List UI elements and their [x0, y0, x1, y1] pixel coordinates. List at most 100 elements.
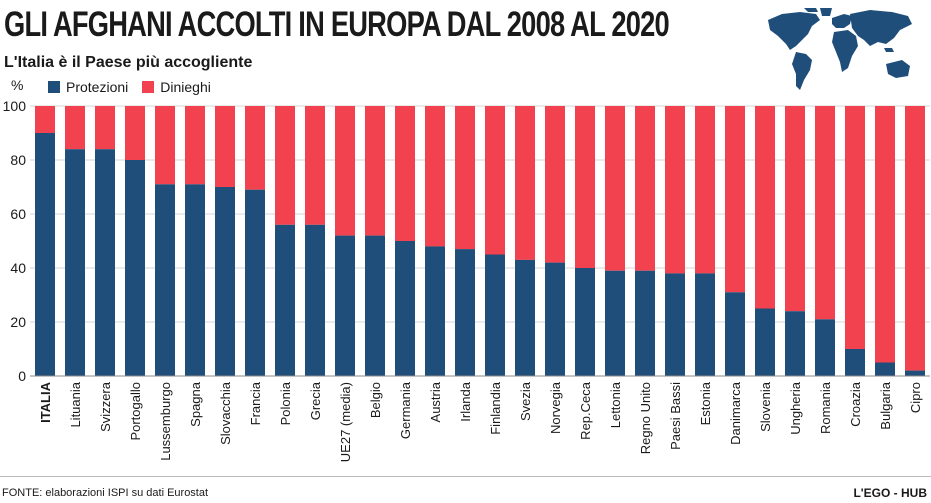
bar-dinieghi	[245, 106, 265, 190]
x-tick-label: ITALIA	[38, 381, 53, 423]
bar-protezioni	[155, 184, 175, 376]
bar-dinieghi	[635, 106, 655, 271]
bar-dinieghi	[485, 106, 505, 255]
bar-dinieghi	[875, 106, 895, 363]
bar-protezioni	[485, 254, 505, 376]
x-tick-label: Danimarca	[728, 381, 743, 445]
x-tick-label: Austria	[428, 381, 443, 422]
bar-dinieghi	[755, 106, 775, 309]
legend-swatch-protezioni	[48, 81, 60, 93]
x-tick-label: Belgio	[368, 382, 383, 418]
bar-protezioni	[575, 268, 595, 376]
bar-dinieghi	[695, 106, 715, 274]
bar-protezioni	[65, 149, 85, 376]
x-tick-label: Regno Unito	[638, 382, 653, 454]
bar-protezioni	[185, 184, 205, 376]
bar-dinieghi	[305, 106, 325, 225]
bar-protezioni	[425, 246, 445, 376]
x-tick-label: Lussemburgo	[158, 382, 173, 461]
source-note: FONTE: elaborazioni ISPI su dati Eurosta…	[2, 487, 209, 499]
bar-protezioni	[515, 259, 535, 376]
bar-protezioni	[545, 262, 565, 376]
legend-label-dinieghi: Dinieghi	[160, 79, 211, 95]
x-tick-label: Slovacchia	[218, 381, 233, 445]
x-tick-label: Ungheria	[788, 381, 803, 435]
y-tick-label: 80	[10, 152, 26, 168]
bar-dinieghi	[35, 106, 55, 133]
x-tick-label: Slovenia	[758, 381, 773, 432]
bar-protezioni	[695, 273, 715, 376]
x-tick-label: Francia	[248, 381, 263, 425]
y-tick-label: 60	[10, 206, 26, 222]
x-tick-label: Bulgaria	[878, 381, 893, 429]
bar-protezioni	[95, 149, 115, 376]
bar-protezioni	[875, 362, 895, 376]
bar-protezioni	[845, 349, 865, 376]
bar-dinieghi	[605, 106, 625, 271]
x-tick-label: UE27 (media)	[338, 382, 353, 462]
bar-protezioni	[245, 189, 265, 376]
bar-dinieghi	[455, 106, 475, 250]
y-tick-label: 0	[18, 368, 26, 384]
page-title: GLI AFGHANI ACCOLTI IN EUROPA DAL 2008 A…	[4, 5, 670, 44]
bar-dinieghi	[905, 106, 925, 371]
footer-divider	[0, 476, 931, 477]
bar-protezioni	[635, 270, 655, 376]
bar-dinieghi	[95, 106, 115, 150]
x-tick-label: Finlandia	[488, 381, 503, 435]
x-tick-label: Lituania	[68, 381, 83, 427]
bar-protezioni	[305, 224, 325, 376]
x-tick-label: Spagna	[188, 381, 203, 427]
bar-dinieghi	[215, 106, 235, 187]
x-tick-label: Estonia	[698, 381, 713, 425]
bar-dinieghi	[815, 106, 835, 320]
x-tick-label: Croazia	[848, 381, 863, 427]
legend-label-protezioni: Protezioni	[66, 79, 129, 95]
bar-protezioni	[665, 273, 685, 376]
bar-protezioni	[215, 187, 235, 376]
x-tick-label: Romania	[818, 381, 833, 434]
bar-protezioni	[455, 249, 475, 376]
x-tick-label: Svezia	[518, 381, 533, 421]
bar-protezioni	[815, 319, 835, 376]
bar-protezioni	[125, 160, 145, 376]
bar-dinieghi	[425, 106, 445, 247]
bar-dinieghi	[665, 106, 685, 274]
x-tick-label: Norvegia	[548, 381, 563, 434]
bar-dinieghi	[335, 106, 355, 236]
bar-dinieghi	[155, 106, 175, 185]
world-map-icon	[768, 8, 912, 90]
bar-protezioni	[725, 292, 745, 376]
x-tick-label: Grecia	[308, 381, 323, 420]
x-tick-label: Svizzera	[98, 381, 113, 432]
bar-dinieghi	[365, 106, 385, 236]
bar-protezioni	[395, 241, 415, 376]
x-tick-label: Cipro	[908, 382, 923, 413]
x-tick-label: Rep.Ceca	[578, 381, 593, 440]
chart-legend: Protezioni Dinieghi	[48, 79, 225, 95]
bar-protezioni	[785, 311, 805, 376]
y-tick-label: 100	[3, 98, 27, 114]
x-tick-label: Polonia	[278, 381, 293, 425]
bar-protezioni	[755, 308, 775, 376]
bar-dinieghi	[545, 106, 565, 263]
publisher-brand: L'EGO - HUB	[853, 486, 927, 500]
bar-protezioni	[35, 133, 55, 376]
bar-dinieghi	[845, 106, 865, 349]
bar-dinieghi	[395, 106, 415, 241]
y-tick-label: 40	[10, 260, 26, 276]
page-subtitle: L'Italia è il Paese più accogliente	[4, 54, 253, 71]
x-tick-label: Portogallo	[128, 382, 143, 441]
bar-protezioni	[365, 235, 385, 376]
bar-protezioni	[335, 235, 355, 376]
y-axis-unit-label: %	[11, 77, 23, 93]
bar-dinieghi	[575, 106, 595, 268]
x-tick-label: Irlanda	[458, 381, 473, 422]
x-tick-label: Germania	[398, 381, 413, 439]
bar-protezioni	[275, 224, 295, 376]
bar-dinieghi	[785, 106, 805, 312]
bar-dinieghi	[65, 106, 85, 150]
bar-dinieghi	[275, 106, 295, 225]
bar-dinieghi	[515, 106, 535, 260]
